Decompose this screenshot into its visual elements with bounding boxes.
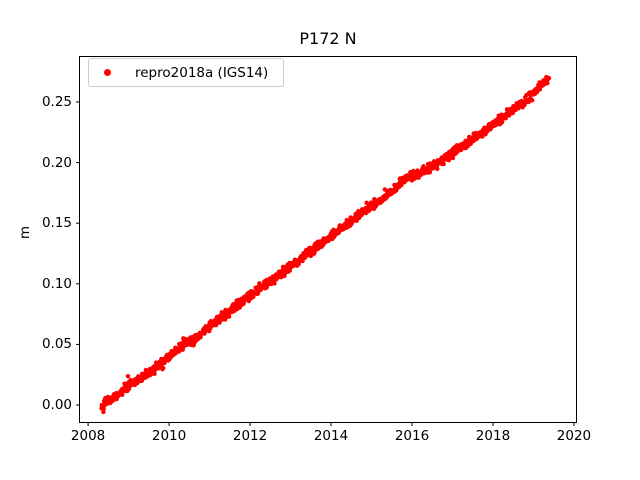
y-tick-label: 0.20 [41,154,72,171]
chart-title: P172 N [299,29,357,48]
data-point [101,406,106,412]
data-point [217,320,222,325]
y-tick-label: 0.25 [41,93,72,110]
legend-dot-icon [104,69,111,76]
data-point [545,81,550,86]
y-tick-label: 0.05 [41,336,72,353]
data-point [272,281,277,286]
data-point [441,161,446,167]
data-point [450,155,456,161]
x-tick-label: 2010 [151,428,187,444]
x-tick-label: 2020 [556,428,592,444]
data-point [364,200,369,205]
data-point [152,371,157,376]
tick-marks [76,101,575,426]
data-point [251,294,256,299]
x-tick-label: 2016 [394,428,430,444]
legend: repro2018a (IGS14) [88,58,284,87]
scatter-series [99,74,552,415]
x-tick-label: 2018 [475,428,511,444]
y-tick-label: 0.00 [41,397,72,414]
x-tick-label: 2014 [313,428,349,444]
x-tick-label: 2008 [70,428,106,444]
y-tick-label: 0.15 [41,215,72,232]
data-point [530,98,535,103]
data-point [161,365,166,371]
data-point [213,323,219,328]
plot-border [79,56,577,423]
data-point [435,166,440,171]
legend-label: repro2018a (IGS14) [135,64,269,81]
x-tick-label: 2012 [232,428,268,444]
data-point [300,258,305,264]
data-point [120,392,125,397]
data-point [500,119,505,125]
data-point [416,175,421,180]
data-point [125,374,131,379]
data-point [427,170,433,175]
data-point [226,314,232,319]
y-tick-label: 0.10 [41,275,72,292]
data-point [546,76,552,81]
